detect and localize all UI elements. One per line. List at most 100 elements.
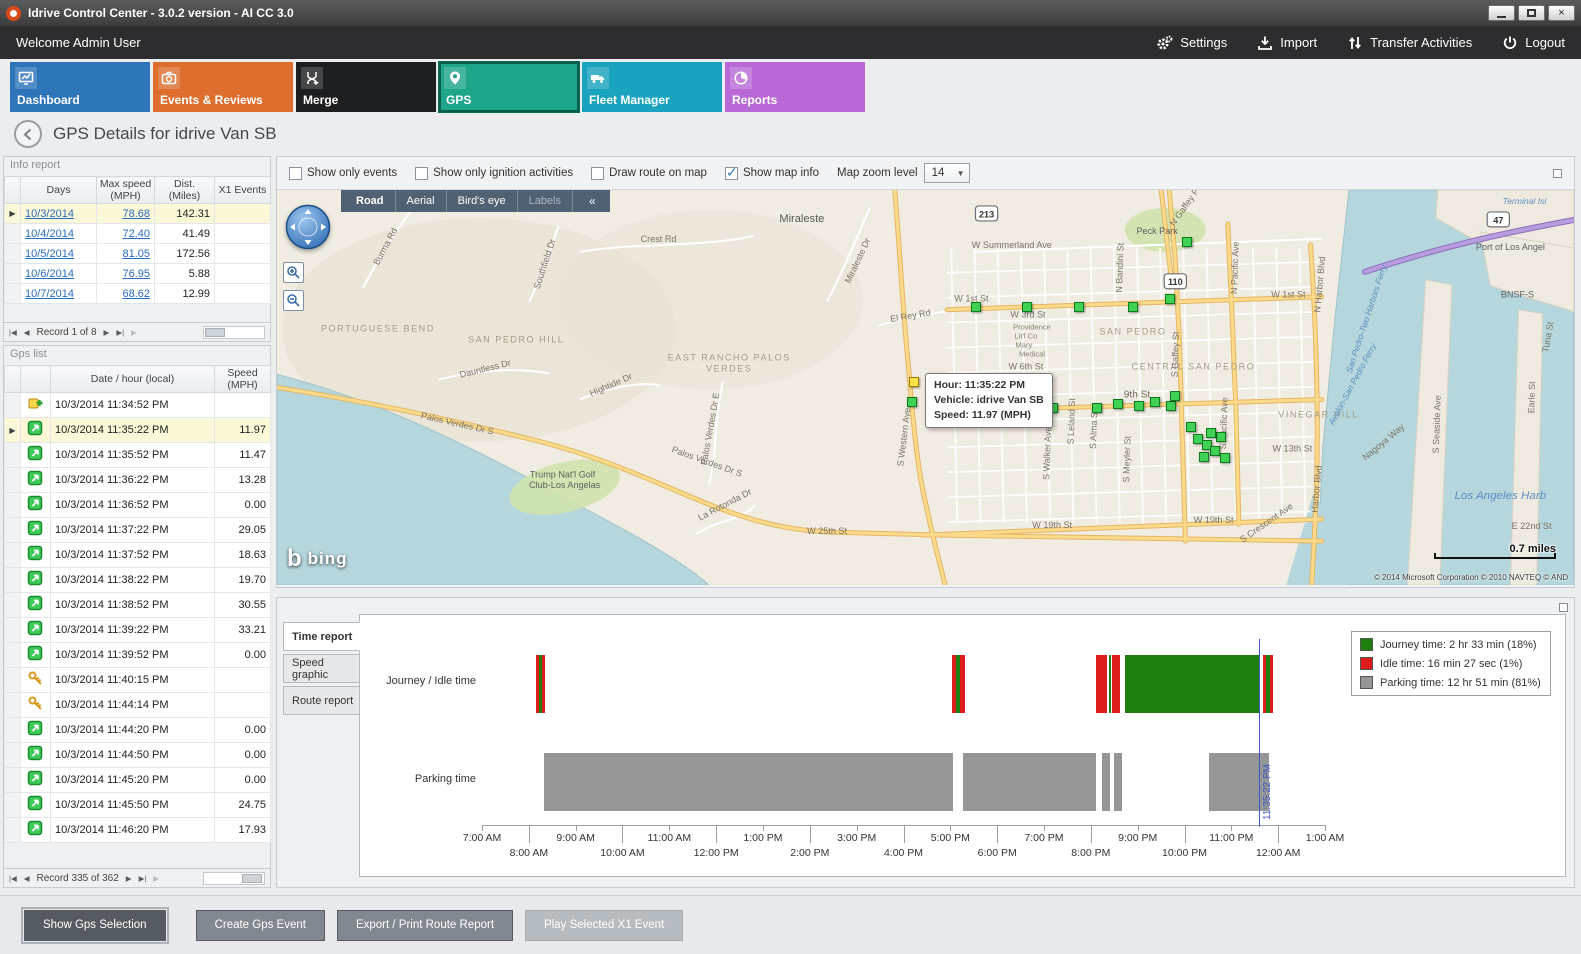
gps-list-row[interactable]: ▶ 10/3/2014 11:35:22 PM 11.97 — [4, 417, 271, 443]
max-speed-link[interactable]: 76.95 — [122, 267, 150, 280]
create-gps-event-button[interactable]: Create Gps Event — [195, 909, 325, 941]
max-speed-link[interactable]: 72.40 — [122, 227, 150, 240]
checkbox-icon[interactable] — [289, 166, 302, 180]
gps-list-row[interactable]: 10/3/2014 11:38:22 PM 19.70 — [4, 567, 271, 593]
info-report-row[interactable]: 10/7/2014 68.62 12.99 — [4, 283, 271, 304]
gps-list-row[interactable]: 10/3/2014 11:44:50 PM 0.00 — [4, 742, 271, 768]
checkbox-icon[interactable] — [591, 166, 605, 180]
gps-list-row[interactable]: 10/3/2014 11:36:52 PM 0.00 — [4, 492, 271, 518]
gps-marker[interactable] — [1150, 397, 1160, 407]
zoom-level-select[interactable]: 14 ▼ — [923, 163, 970, 183]
tile-merge[interactable]: Merge — [296, 62, 436, 112]
checkbox-icon[interactable] — [415, 166, 429, 180]
nav-last-button[interactable]: ▶| — [116, 327, 125, 337]
gps-list-row[interactable]: 10/3/2014 11:44:20 PM 0.00 — [4, 717, 271, 743]
collapse-map-bar-button[interactable]: « — [589, 194, 596, 208]
gps-list-row[interactable]: 10/3/2014 11:39:52 PM 0.00 — [4, 642, 271, 668]
gps-list-row[interactable]: 10/3/2014 11:34:52 PM — [4, 392, 271, 418]
minimize-button[interactable] — [1488, 5, 1515, 21]
checkbox-draw-route-on-map[interactable]: Draw route on map — [591, 166, 707, 180]
nav-prev-button[interactable]: ◀ — [23, 327, 30, 337]
gps-marker[interactable] — [1210, 446, 1220, 456]
checkbox-icon[interactable] — [724, 164, 738, 181]
gps-list-row[interactable]: 10/3/2014 11:36:22 PM 13.28 — [4, 467, 271, 493]
gps-list-row[interactable]: 10/3/2014 11:45:20 PM 0.00 — [4, 767, 271, 793]
tile-fleet-manager[interactable]: Fleet Manager — [582, 62, 722, 112]
info-column-header[interactable]: Dist. (Miles) — [154, 176, 215, 204]
gps-list-row[interactable]: 10/3/2014 11:44:14 PM — [4, 692, 271, 718]
transfer-activities-button[interactable]: Transfer Activities — [1347, 35, 1472, 51]
show-gps-selection-button[interactable]: Show Gps Selection — [21, 906, 169, 944]
gps-marker[interactable] — [1128, 302, 1138, 312]
map-style-tab-aerial[interactable]: Aerial — [396, 190, 447, 212]
gps-marker[interactable] — [1220, 453, 1230, 463]
gps-marker[interactable] — [1113, 399, 1123, 409]
nav-more-button[interactable]: ▶ — [153, 873, 160, 883]
info-report-row[interactable]: 10/6/2014 76.95 5.88 — [4, 263, 271, 284]
info-column-header[interactable]: X1 Events — [214, 176, 271, 204]
time-cursor[interactable] — [1258, 639, 1260, 827]
max-speed-link[interactable]: 78.68 — [122, 207, 150, 220]
gps-marker[interactable] — [1199, 452, 1209, 462]
nav-next-button[interactable]: ▶ — [125, 873, 132, 883]
gps-list-row[interactable]: 10/3/2014 11:37:52 PM 18.63 — [4, 542, 271, 568]
tab-time-report[interactable]: Time report — [283, 622, 360, 651]
nav-next-button[interactable]: ▶ — [103, 327, 110, 337]
gps-marker[interactable] — [1170, 391, 1180, 401]
tab-speed-graphic[interactable]: Speed graphic — [283, 654, 360, 683]
checkbox-show-only-ignition-activities[interactable]: Show only ignition activities — [415, 166, 573, 180]
info-column-header[interactable]: Max speed (MPH) — [96, 176, 155, 204]
max-speed-link[interactable]: 81.05 — [122, 247, 150, 260]
gps-list-row[interactable]: 10/3/2014 11:35:52 PM 11.47 — [4, 442, 271, 468]
gps-marker[interactable] — [1074, 302, 1084, 312]
gps-marker[interactable] — [1165, 294, 1175, 304]
gps-marker[interactable] — [1022, 302, 1032, 312]
nav-first-button[interactable]: |◀ — [9, 873, 17, 883]
gps-marker[interactable] — [1182, 237, 1192, 247]
gps-column-header[interactable]: Speed (MPH) — [214, 365, 271, 393]
gps-marker[interactable] — [1206, 428, 1216, 438]
tab-route-report[interactable]: Route report — [283, 686, 360, 715]
info-report-row[interactable]: 10/5/2014 81.05 172.56 — [4, 243, 271, 264]
gps-list-row[interactable]: 10/3/2014 11:46:20 PM 17.93 — [4, 817, 271, 843]
tile-reports[interactable]: Reports — [725, 62, 865, 112]
checkbox-show-map-info[interactable]: Show map info — [724, 164, 819, 181]
info-report-row[interactable]: 10/4/2014 72.40 41.49 — [4, 223, 271, 244]
expand-panel-icon[interactable] — [1553, 168, 1562, 178]
gps-horizontal-scrollbar[interactable] — [203, 871, 265, 885]
logout-button[interactable]: Logout — [1502, 35, 1565, 51]
gps-marker[interactable] — [907, 397, 917, 407]
day-link[interactable]: 10/7/2014 — [25, 287, 74, 300]
info-horizontal-scrollbar[interactable] — [203, 325, 265, 339]
gps-marker[interactable] — [1193, 434, 1203, 444]
checkbox-show-only-events[interactable]: Show only events — [289, 166, 397, 180]
gps-marker[interactable] — [1186, 422, 1196, 432]
selected-gps-marker[interactable] — [909, 377, 919, 387]
map[interactable]: Miraleste Peck Park PORTUGUESE BEND SAN PED… — [277, 189, 1574, 585]
expand-panel-icon[interactable] — [1559, 603, 1568, 612]
gps-marker[interactable] — [1134, 401, 1144, 411]
nav-more-button[interactable]: ▶ — [131, 327, 137, 337]
info-report-row[interactable]: ▶ 10/3/2014 78.68 142.31 — [4, 203, 271, 224]
gps-list-row[interactable]: 10/3/2014 11:45:50 PM 24.75 — [4, 792, 271, 818]
gps-marker[interactable] — [971, 302, 981, 312]
gps-column-header[interactable]: Date / hour (local) — [50, 365, 215, 393]
nav-prev-button[interactable]: ◀ — [23, 873, 30, 883]
gps-marker[interactable] — [1216, 432, 1226, 442]
tile-dashboard[interactable]: Dashboard — [10, 62, 150, 112]
gps-list-row[interactable]: 10/3/2014 11:38:52 PM 30.55 — [4, 592, 271, 618]
export-print-route-report-button[interactable]: Export / Print Route Report — [336, 909, 514, 941]
back-button[interactable] — [14, 120, 42, 148]
gps-marker[interactable] — [1202, 440, 1212, 450]
max-speed-link[interactable]: 68.62 — [122, 287, 150, 300]
maximize-button[interactable] — [1518, 5, 1545, 21]
zoom-in-button[interactable] — [283, 262, 304, 283]
day-link[interactable]: 10/6/2014 — [25, 267, 74, 280]
map-compass-control[interactable] — [285, 204, 331, 253]
gps-marker[interactable] — [1092, 403, 1102, 413]
info-column-header[interactable]: Days — [20, 176, 97, 204]
day-link[interactable]: 10/3/2014 — [25, 207, 74, 220]
gps-marker[interactable] — [1166, 401, 1176, 411]
nav-first-button[interactable]: |◀ — [9, 327, 17, 337]
map-style-tab-road[interactable]: Road — [345, 190, 396, 212]
